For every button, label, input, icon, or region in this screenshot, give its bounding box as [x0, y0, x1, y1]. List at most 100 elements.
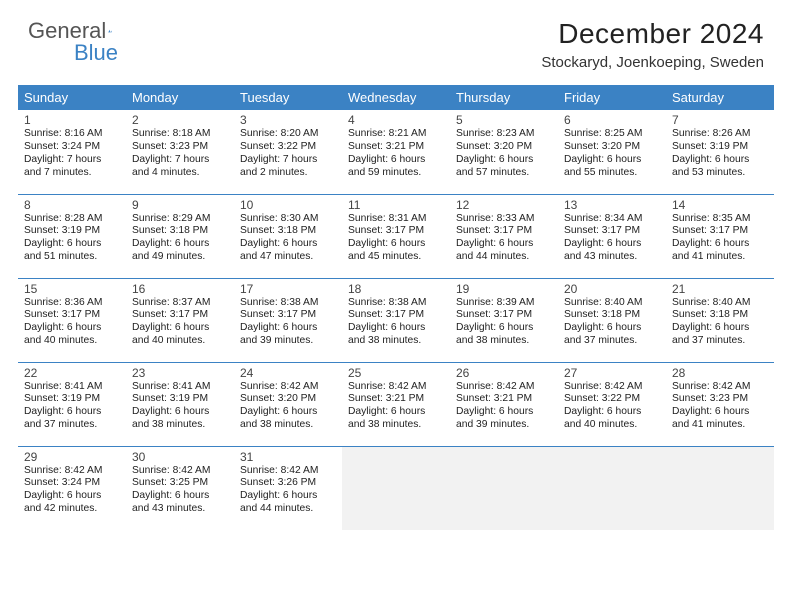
sunrise-text: Sunrise: 8:42 AM: [240, 381, 336, 394]
day-number: 10: [240, 198, 336, 212]
daylight-text: Daylight: 6 hours and 45 minutes.: [348, 238, 444, 264]
sunrise-text: Sunrise: 8:40 AM: [564, 297, 660, 310]
day-number: 12: [456, 198, 552, 212]
daylight-text: Daylight: 6 hours and 51 minutes.: [24, 238, 120, 264]
daylight-text: Daylight: 6 hours and 43 minutes.: [564, 238, 660, 264]
sunset-text: Sunset: 3:18 PM: [132, 225, 228, 238]
day-number: 14: [672, 198, 768, 212]
sunrise-text: Sunrise: 8:38 AM: [240, 297, 336, 310]
day-cell-17: 17Sunrise: 8:38 AMSunset: 3:17 PMDayligh…: [234, 278, 342, 362]
sunset-text: Sunset: 3:24 PM: [24, 141, 120, 154]
daylight-text: Daylight: 6 hours and 44 minutes.: [240, 490, 336, 516]
day-cell-25: 25Sunrise: 8:42 AMSunset: 3:21 PMDayligh…: [342, 362, 450, 446]
daylight-text: Daylight: 6 hours and 41 minutes.: [672, 406, 768, 432]
sunrise-text: Sunrise: 8:40 AM: [672, 297, 768, 310]
sunrise-text: Sunrise: 8:33 AM: [456, 213, 552, 226]
sunrise-text: Sunrise: 8:30 AM: [240, 213, 336, 226]
sunrise-text: Sunrise: 8:42 AM: [132, 465, 228, 478]
daylight-text: Daylight: 6 hours and 37 minutes.: [564, 322, 660, 348]
day-number: 19: [456, 282, 552, 296]
day-number: 2: [132, 113, 228, 127]
day-cell-7: 7Sunrise: 8:26 AMSunset: 3:19 PMDaylight…: [666, 110, 774, 194]
day-cell-4: 4Sunrise: 8:21 AMSunset: 3:21 PMDaylight…: [342, 110, 450, 194]
sunrise-text: Sunrise: 8:18 AM: [132, 128, 228, 141]
daylight-text: Daylight: 6 hours and 37 minutes.: [24, 406, 120, 432]
daylight-text: Daylight: 6 hours and 38 minutes.: [456, 322, 552, 348]
sunset-text: Sunset: 3:20 PM: [564, 141, 660, 154]
daylight-text: Daylight: 6 hours and 39 minutes.: [456, 406, 552, 432]
sunset-text: Sunset: 3:21 PM: [456, 393, 552, 406]
sunrise-text: Sunrise: 8:35 AM: [672, 213, 768, 226]
sunrise-text: Sunrise: 8:26 AM: [672, 128, 768, 141]
day-cell-14: 14Sunrise: 8:35 AMSunset: 3:17 PMDayligh…: [666, 194, 774, 278]
day-number: 29: [24, 450, 120, 464]
sunrise-text: Sunrise: 8:31 AM: [348, 213, 444, 226]
weekday-tuesday: Tuesday: [234, 85, 342, 110]
day-number: 20: [564, 282, 660, 296]
sunset-text: Sunset: 3:21 PM: [348, 393, 444, 406]
sunset-text: Sunset: 3:19 PM: [672, 141, 768, 154]
day-cell-19: 19Sunrise: 8:39 AMSunset: 3:17 PMDayligh…: [450, 278, 558, 362]
day-cell-10: 10Sunrise: 8:30 AMSunset: 3:18 PMDayligh…: [234, 194, 342, 278]
day-cell-9: 9Sunrise: 8:29 AMSunset: 3:18 PMDaylight…: [126, 194, 234, 278]
sunset-text: Sunset: 3:20 PM: [456, 141, 552, 154]
daylight-text: Daylight: 6 hours and 57 minutes.: [456, 154, 552, 180]
weekday-thursday: Thursday: [450, 85, 558, 110]
day-cell-30: 30Sunrise: 8:42 AMSunset: 3:25 PMDayligh…: [126, 446, 234, 530]
day-cell-13: 13Sunrise: 8:34 AMSunset: 3:17 PMDayligh…: [558, 194, 666, 278]
daylight-text: Daylight: 6 hours and 38 minutes.: [132, 406, 228, 432]
daylight-text: Daylight: 6 hours and 59 minutes.: [348, 154, 444, 180]
day-number: 26: [456, 366, 552, 380]
day-number: 9: [132, 198, 228, 212]
sunrise-text: Sunrise: 8:42 AM: [348, 381, 444, 394]
day-cell-22: 22Sunrise: 8:41 AMSunset: 3:19 PMDayligh…: [18, 362, 126, 446]
sunset-text: Sunset: 3:17 PM: [24, 309, 120, 322]
sunset-text: Sunset: 3:17 PM: [564, 225, 660, 238]
day-cell-8: 8Sunrise: 8:28 AMSunset: 3:19 PMDaylight…: [18, 194, 126, 278]
sunset-text: Sunset: 3:17 PM: [132, 309, 228, 322]
empty-cell: [450, 446, 558, 530]
sunrise-text: Sunrise: 8:42 AM: [672, 381, 768, 394]
day-number: 27: [564, 366, 660, 380]
sunrise-text: Sunrise: 8:23 AM: [456, 128, 552, 141]
sunset-text: Sunset: 3:18 PM: [672, 309, 768, 322]
daylight-text: Daylight: 7 hours and 7 minutes.: [24, 154, 120, 180]
weekday-monday: Monday: [126, 85, 234, 110]
day-cell-29: 29Sunrise: 8:42 AMSunset: 3:24 PMDayligh…: [18, 446, 126, 530]
sunset-text: Sunset: 3:19 PM: [24, 393, 120, 406]
sunrise-text: Sunrise: 8:16 AM: [24, 128, 120, 141]
daylight-text: Daylight: 6 hours and 42 minutes.: [24, 490, 120, 516]
calendar-row: 8Sunrise: 8:28 AMSunset: 3:19 PMDaylight…: [18, 194, 774, 278]
day-cell-5: 5Sunrise: 8:23 AMSunset: 3:20 PMDaylight…: [450, 110, 558, 194]
sunrise-text: Sunrise: 8:41 AM: [132, 381, 228, 394]
sunrise-text: Sunrise: 8:42 AM: [240, 465, 336, 478]
calendar-row: 22Sunrise: 8:41 AMSunset: 3:19 PMDayligh…: [18, 362, 774, 446]
day-number: 23: [132, 366, 228, 380]
day-number: 18: [348, 282, 444, 296]
month-title: December 2024: [541, 18, 764, 50]
sunset-text: Sunset: 3:18 PM: [240, 225, 336, 238]
day-number: 1: [24, 113, 120, 127]
day-number: 4: [348, 113, 444, 127]
sunset-text: Sunset: 3:18 PM: [564, 309, 660, 322]
sunrise-text: Sunrise: 8:36 AM: [24, 297, 120, 310]
sunrise-text: Sunrise: 8:28 AM: [24, 213, 120, 226]
day-cell-23: 23Sunrise: 8:41 AMSunset: 3:19 PMDayligh…: [126, 362, 234, 446]
day-cell-18: 18Sunrise: 8:38 AMSunset: 3:17 PMDayligh…: [342, 278, 450, 362]
title-block: December 2024 Stockaryd, Joenkoeping, Sw…: [541, 18, 764, 71]
empty-cell: [342, 446, 450, 530]
sunset-text: Sunset: 3:17 PM: [348, 309, 444, 322]
day-number: 22: [24, 366, 120, 380]
sunset-text: Sunset: 3:17 PM: [672, 225, 768, 238]
sunset-text: Sunset: 3:23 PM: [132, 141, 228, 154]
sunset-text: Sunset: 3:26 PM: [240, 477, 336, 490]
daylight-text: Daylight: 6 hours and 55 minutes.: [564, 154, 660, 180]
weekday-sunday: Sunday: [18, 85, 126, 110]
sunset-text: Sunset: 3:23 PM: [672, 393, 768, 406]
daylight-text: Daylight: 6 hours and 53 minutes.: [672, 154, 768, 180]
sunrise-text: Sunrise: 8:39 AM: [456, 297, 552, 310]
daylight-text: Daylight: 7 hours and 4 minutes.: [132, 154, 228, 180]
weekday-friday: Friday: [558, 85, 666, 110]
day-cell-21: 21Sunrise: 8:40 AMSunset: 3:18 PMDayligh…: [666, 278, 774, 362]
daylight-text: Daylight: 7 hours and 2 minutes.: [240, 154, 336, 180]
